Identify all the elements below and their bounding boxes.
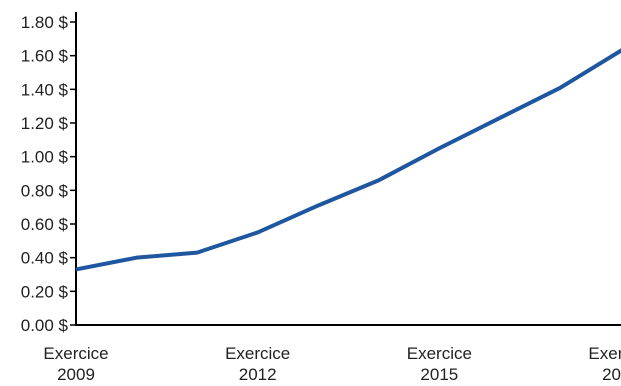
series-line bbox=[75, 48, 621, 272]
x-tick-label-line1: Exercice bbox=[588, 344, 621, 363]
x-axis-ticks: Exercice 2009 Exercice 2012 Exercice 2015 Exer… bbox=[43, 344, 621, 384]
y-tick-label: 0.20 $ bbox=[21, 282, 69, 301]
series-group bbox=[75, 48, 621, 272]
x-tick-label-line2: 2009 bbox=[57, 365, 95, 384]
y-tick-label: 1.40 $ bbox=[21, 80, 69, 99]
x-tick-label-line2: 2015 bbox=[420, 365, 458, 384]
y-tick-label: 1.00 $ bbox=[21, 148, 69, 167]
x-tick-label-line1: Exercice bbox=[225, 344, 290, 363]
x-tick-label-line2: 2018 bbox=[602, 365, 621, 384]
y-axis-ticks: 0.00 $ 0.20 $ 0.40 $ 0.60 $ 0.80 $ 1.00 $ 1.20… bbox=[21, 13, 76, 335]
y-tick-label: 0.60 $ bbox=[21, 215, 69, 234]
y-tick-label: 1.20 $ bbox=[21, 114, 69, 133]
y-tick-label: 1.80 $ bbox=[21, 13, 69, 32]
y-tick-label: 0.00 $ bbox=[21, 316, 69, 335]
y-tick-label: 1.60 $ bbox=[21, 47, 69, 66]
y-tick-label: 0.40 $ bbox=[21, 249, 69, 268]
x-tick-label-line2: 2012 bbox=[239, 365, 277, 384]
x-tick-label-line1: Exercice bbox=[43, 344, 108, 363]
x-tick-label-line1: Exercice bbox=[407, 344, 472, 363]
y-tick-label: 0.80 $ bbox=[21, 181, 69, 200]
